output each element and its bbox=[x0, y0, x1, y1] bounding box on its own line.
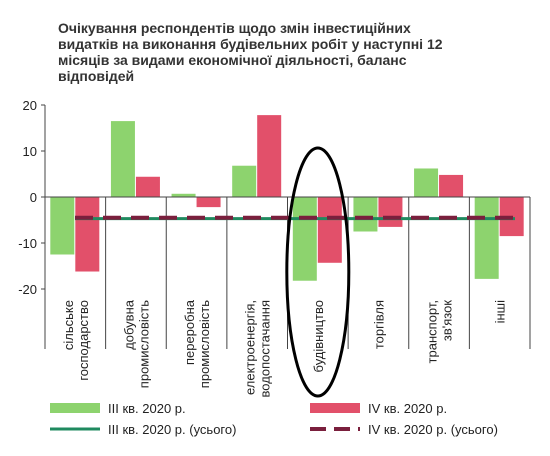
legend-item-q3-total-label: ІІІ кв. 2020 р. (усього) bbox=[108, 422, 236, 437]
x-tick-label: торгівля bbox=[371, 300, 386, 349]
x-tick-label: водопостачання bbox=[258, 300, 273, 397]
bar-q3 bbox=[232, 165, 257, 197]
x-tick-label: будівництво bbox=[311, 300, 326, 372]
legend-item-q3-label: ІІІ кв. 2020 р. bbox=[108, 401, 186, 416]
bar-q3 bbox=[414, 168, 439, 197]
bar-q4 bbox=[257, 115, 282, 197]
legend-item-q4-total-label: ІV кв. 2020 р. (усього) bbox=[368, 422, 498, 437]
x-tick-label: добувна bbox=[121, 299, 136, 350]
y-tick-label: -10 bbox=[18, 236, 37, 251]
chart-title: Очікування респондентів щодо змін інвест… bbox=[58, 20, 528, 84]
bar-q3 bbox=[50, 197, 75, 255]
bar-q4 bbox=[196, 197, 221, 208]
y-tick-label: 10 bbox=[23, 144, 37, 159]
x-tick-label: промисловість bbox=[197, 300, 212, 388]
x-tick-label: інші bbox=[493, 300, 508, 323]
y-tick-label: 0 bbox=[30, 190, 37, 205]
bar-q3 bbox=[474, 197, 499, 279]
x-tick-label: зв'язок bbox=[440, 300, 455, 341]
bar-q3 bbox=[353, 197, 378, 232]
bar-q4 bbox=[439, 174, 464, 197]
chart-title-line: Очікування респондентів щодо змін інвест… bbox=[58, 20, 411, 36]
bar-q3 bbox=[171, 193, 196, 197]
highlight-ellipse bbox=[285, 146, 351, 398]
bar-q3 bbox=[110, 121, 135, 197]
legend-item-q4-swatch bbox=[310, 403, 360, 413]
legend-item-q3-swatch bbox=[50, 403, 100, 413]
y-tick-label: -20 bbox=[18, 282, 37, 297]
x-tick-label: промисловість bbox=[136, 300, 151, 388]
bar-q4 bbox=[317, 197, 342, 263]
bar-q4 bbox=[378, 197, 403, 227]
chart-title-line: видатків на виконання будівельних робіт … bbox=[58, 36, 443, 52]
x-tick-label: переробна bbox=[182, 299, 197, 365]
bar-q4 bbox=[75, 197, 100, 272]
legend-item-q4-label: ІV кв. 2020 р. bbox=[368, 401, 447, 416]
x-tick-label: електроенергія, bbox=[243, 300, 258, 395]
bar-q3 bbox=[292, 197, 317, 281]
x-tick-label: транспорт, bbox=[425, 300, 440, 363]
chart-title-line: відповідей bbox=[58, 68, 135, 84]
chart-title-line: місяців за видами економічної діяльності… bbox=[58, 52, 407, 68]
bar-q4 bbox=[135, 176, 160, 197]
y-tick-label: 20 bbox=[23, 98, 37, 113]
x-tick-label: сільське bbox=[61, 300, 76, 350]
x-tick-label: господарство bbox=[76, 300, 91, 381]
